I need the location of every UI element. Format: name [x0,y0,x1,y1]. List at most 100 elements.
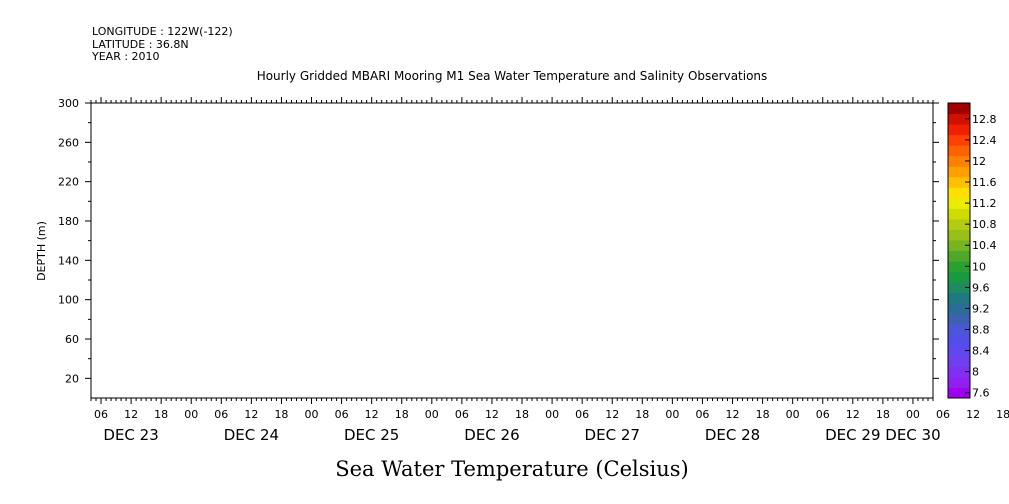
colorbar-label: 7.6 [972,387,990,400]
x-tick-label: 00 [786,408,800,421]
x-tick-label: 18 [515,408,529,421]
colorbar-swatch [948,271,970,283]
colorbar-swatch [948,229,970,241]
x-tick-label: 12 [605,408,619,421]
longitude-label: LONGITUDE : 122W(-122) [92,25,233,38]
y-tick-label: 100 [58,294,79,307]
x-tick-label: 00 [665,408,679,421]
colorbar-swatch [948,208,970,220]
x-tick-label: 12 [244,408,258,421]
colorbar-swatch [948,324,970,336]
y-tick-label: 260 [58,136,79,149]
x-tick-label: 18 [876,408,890,421]
colorbar: 7.6 8 8.4 8.8 9.2 9.6 10 10.4 10.8 11.2 11.6 12 12.4… [947,102,997,400]
colorbar-swatch [948,218,970,230]
colorbar-swatch [948,113,970,125]
x-tick-label: 06 [575,408,589,421]
colorbar-swatch [948,366,970,378]
colorbar-label: 11.6 [972,176,997,189]
colorbar-label: 10 [972,260,986,273]
colorbar-swatch [948,197,970,209]
x-tick-label: 18 [395,408,409,421]
x-tick-label: 06 [816,408,830,421]
colorbar-swatch [948,145,970,157]
y-axis-label: DEPTH (m) [35,221,48,281]
colorbar-border [947,102,971,399]
colorbar-swatch [948,303,970,315]
colorbar-swatch [948,313,970,325]
y-tick-label: 20 [65,372,79,385]
colorbar-title: Sea Water Temperature (Celsius) [335,457,689,481]
x-tick-label: 06 [214,408,228,421]
x-day-label: DEC 29 [825,426,880,444]
x-tick-label: 06 [94,408,108,421]
colorbar-swatch [948,345,970,357]
y-tick-label: 220 [58,176,79,189]
x-tick-label: 06 [695,408,709,421]
colorbar-label: 8.8 [972,324,990,337]
colorbar-swatch [948,282,970,294]
chart-title: Hourly Gridded MBARI Mooring M1 Sea Wate… [257,69,768,83]
plot-frame [90,102,934,399]
x-tick-label: 06 [335,408,349,421]
plot-border [90,102,934,399]
colorbar-swatch [948,166,970,178]
colorbar-label: 8 [972,366,979,379]
colorbar-label: 8.4 [972,345,990,358]
colorbar-swatch [948,134,970,146]
y-tick-label: 180 [58,215,79,228]
colorbar-label: 10.4 [972,239,997,252]
x-tick-label: 18 [756,408,770,421]
y-tick-label: 300 [58,97,79,110]
colorbar-swatch [948,103,970,115]
x-tick-label: 12 [124,408,138,421]
colorbar-swatch [948,187,970,199]
x-tick-label: 00 [305,408,319,421]
x-tick-label: 00 [545,408,559,421]
colorbar-swatch [948,387,970,399]
x-tick-label: 06 [936,408,950,421]
x-tick-label: 00 [184,408,198,421]
colorbar-swatch [948,124,970,136]
colorbar-label: 10.8 [972,218,997,231]
y-tick-label: 140 [58,254,79,267]
colorbar-label: 12.8 [972,113,997,126]
x-tick-label: 12 [966,408,980,421]
colorbar-label: 9.2 [972,302,990,315]
colorbar-swatch [948,261,970,273]
y-axis: 20 60 100 140 180 220 260 300 [58,97,939,385]
x-tick-label: 12 [485,408,499,421]
colorbar-label: 11.2 [972,197,997,210]
x-tick-label: 18 [635,408,649,421]
x-axis: 06 12 18 00 06 12 18 00 06 12 18 00 06 12 18 00 06 12 18 00… [90,97,1009,444]
x-tick-label: 12 [726,408,740,421]
x-tick-label: 18 [154,408,168,421]
x-tick-label: 12 [365,408,379,421]
x-day-label: DEC 26 [464,426,519,444]
latitude-label: LATITUDE : 36.8N [92,38,189,51]
x-day-label: DEC 27 [585,426,640,444]
colorbar-label: 12 [972,155,986,168]
x-day-label: DEC 24 [224,426,279,444]
colorbar-swatch [948,250,970,262]
x-tick-label: 12 [846,408,860,421]
x-tick-label: 06 [455,408,469,421]
x-day-label: DEC 23 [103,426,158,444]
colorbar-swatch [948,176,970,188]
x-tick-label: 18 [996,408,1009,421]
x-tick-label: 00 [425,408,439,421]
colorbar-swatch [948,239,970,251]
colorbar-swatch [948,334,970,346]
x-tick-label: 00 [906,408,920,421]
x-tick-label: 18 [274,408,288,421]
colorbar-swatch [948,376,970,388]
colorbar-swatch [948,155,970,167]
colorbar-swatch [948,355,970,367]
year-label: YEAR : 2010 [91,50,160,63]
x-day-label: DEC 25 [344,426,399,444]
colorbar-label: 9.6 [972,281,990,294]
x-day-label: DEC 30 [885,426,940,444]
y-tick-label: 60 [65,333,79,346]
colorbar-label: 12.4 [972,134,997,147]
